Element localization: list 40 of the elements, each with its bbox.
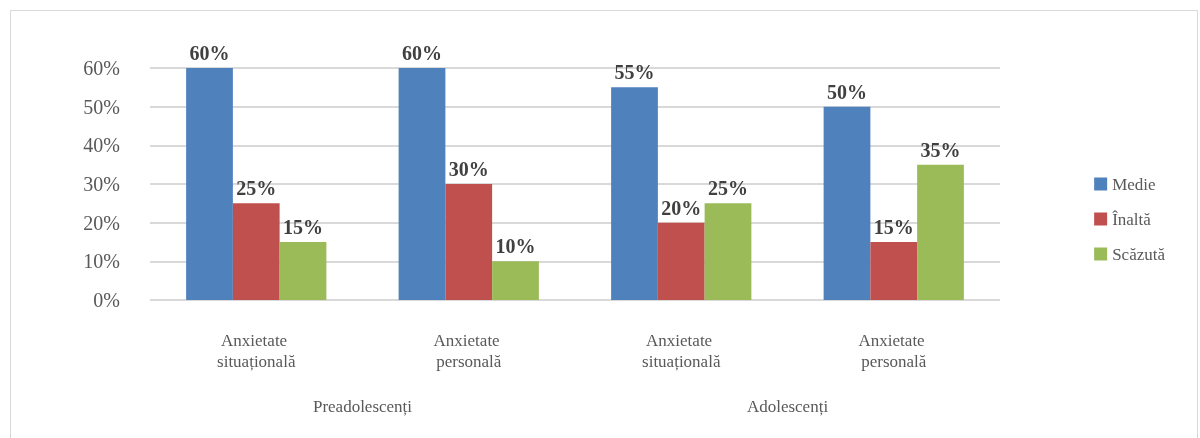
bar <box>823 106 871 300</box>
data-label: 55% <box>614 61 655 84</box>
data-label: 25% <box>708 177 748 200</box>
text: Preadolescenți <box>312 397 413 416</box>
legend-label: Medie <box>1112 174 1156 194</box>
bar <box>870 242 918 300</box>
data-label: 60% <box>402 42 442 64</box>
y-tick-label: 40% <box>83 134 120 157</box>
bar <box>704 203 752 300</box>
bar <box>186 68 233 300</box>
data-label: 35% <box>920 138 961 161</box>
bar <box>445 184 493 300</box>
data-label: 60% <box>189 42 230 64</box>
data-label: 20% <box>661 196 702 219</box>
legend-label: Înaltă <box>1112 209 1152 229</box>
y-tick-label: 10% <box>83 250 120 273</box>
y-tick-label: 50% <box>83 95 120 118</box>
data-label: 25% <box>236 177 277 200</box>
bar <box>611 87 658 300</box>
y-tick-label: 30% <box>83 173 120 195</box>
bar <box>492 261 539 300</box>
legend-label: Scăzută <box>1112 244 1166 264</box>
bar <box>232 203 280 300</box>
data-label: 10% <box>495 235 536 258</box>
data-label: 15% <box>283 216 323 238</box>
bar <box>398 68 446 300</box>
y-tick-label: 60% <box>83 57 120 79</box>
bar <box>279 242 327 300</box>
y-tick-label: 20% <box>83 211 120 234</box>
x-tick-label: Anxietate personală <box>858 331 929 371</box>
x-tick-label: Anxietate situațională <box>217 331 296 371</box>
x-tick-label: Anxietate personală <box>433 331 504 371</box>
bar <box>657 222 705 300</box>
data-label: 15% <box>873 216 914 238</box>
data-label: 50% <box>827 80 867 103</box>
text: Adolescenți <box>746 397 829 416</box>
y-tick-label: 0% <box>93 289 120 311</box>
data-label: 30% <box>448 158 489 180</box>
x-tick-label: Anxietate situațională <box>642 331 721 371</box>
bar <box>917 164 964 300</box>
